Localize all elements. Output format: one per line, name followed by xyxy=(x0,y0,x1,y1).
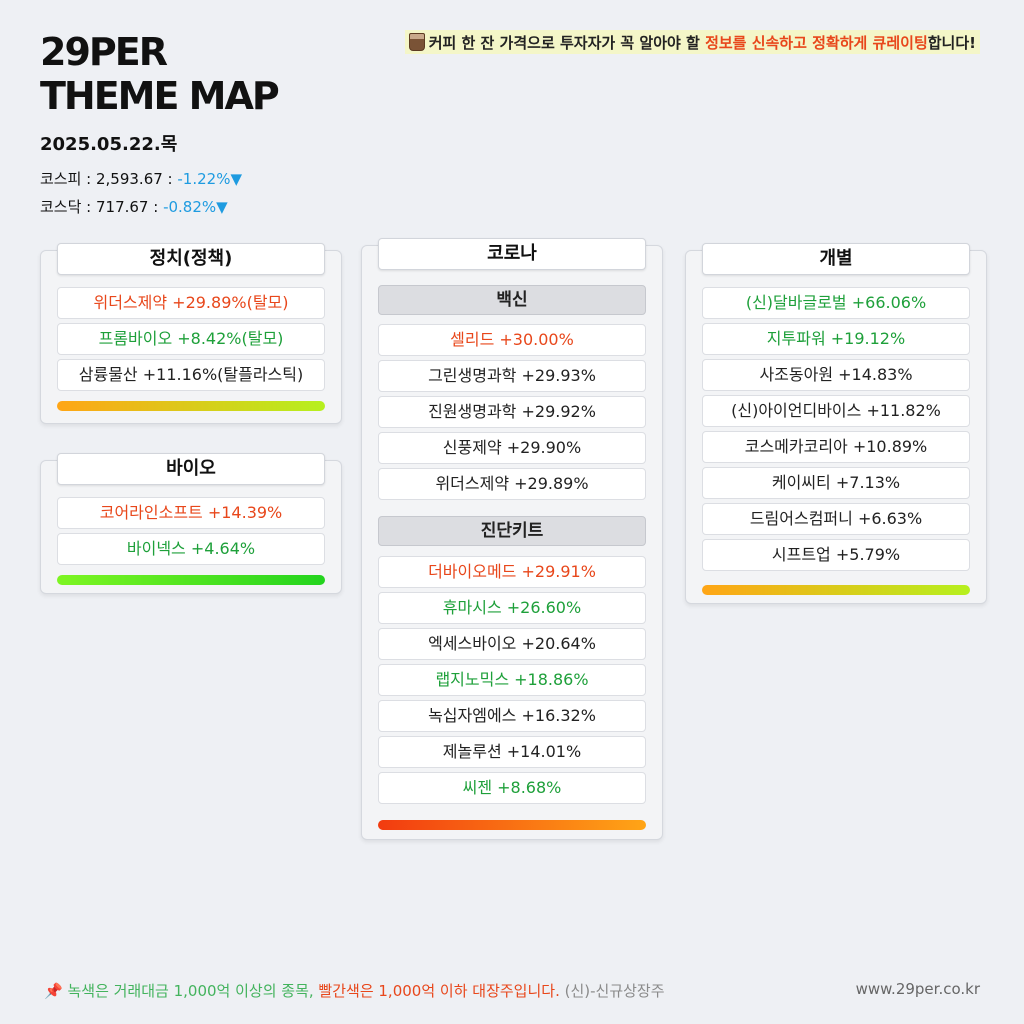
list-item: 더바이오메드 +29.91% xyxy=(378,556,646,588)
list-item: 바이넥스 +4.64% xyxy=(57,533,325,565)
list-item: 시프트업 +5.79% xyxy=(702,539,970,571)
panel-individual: 개별 (신)달바글로벌 +66.06% 지투파워 +19.12% 사조동아원 +… xyxy=(685,243,987,604)
panel-bio-bar xyxy=(57,575,325,585)
footer-legend: 📌 녹색은 거래대금 1,000억 이상의 종목, 빨간색은 1,000억 이하… xyxy=(44,980,665,1001)
report-date: 2025.05.22.목 xyxy=(40,134,178,155)
panel-politics-bar xyxy=(57,401,325,411)
brand-line-2: THEME MAP xyxy=(40,74,280,118)
tagline-part-1: 커피 한 잔 가격으로 투자자가 꼭 알아야 할 xyxy=(428,34,706,52)
list-item: 사조동아원 +14.83% xyxy=(702,359,970,391)
list-item: 코어라인소프트 +14.39% xyxy=(57,497,325,529)
legend-new-listing-note: (신)-신규상장주 xyxy=(559,982,665,1000)
pushpin-icon: 📌 xyxy=(44,982,63,1000)
list-item: 위더스제약 +29.89%(탈모) xyxy=(57,287,325,319)
list-item: 녹십자엠에스 +16.32% xyxy=(378,700,646,732)
legend-green-note: 녹색은 거래대금 1,000억 이상의 종목, xyxy=(67,982,319,1000)
list-item: 케이씨티 +7.13% xyxy=(702,467,970,499)
list-item: 위더스제약 +29.89% xyxy=(378,468,646,500)
coffee-cup-icon xyxy=(408,33,425,51)
kosdaq-label: 코스닥 : 717.67 : xyxy=(40,198,164,216)
vaccine-subtitle: 백신 xyxy=(378,285,646,315)
kospi-change: -1.22%▼ xyxy=(177,170,242,188)
panel-corona: 코로나 백신 셀리드 +30.00% 그린생명과학 +29.93% 진원생명과학… xyxy=(361,238,663,840)
list-item: 프롬바이오 +8.42%(탈모) xyxy=(57,323,325,355)
kosdaq-index: 코스닥 : 717.67 : -0.82%▼ xyxy=(40,196,228,217)
list-item: 랩지노믹스 +18.86% xyxy=(378,664,646,696)
list-item: 삼륭물산 +11.16%(탈플라스틱) xyxy=(57,359,325,391)
panel-corona-bar xyxy=(378,820,646,830)
brand-line-1: 29PER xyxy=(40,30,168,74)
test-kit-subtitle: 진단키트 xyxy=(378,516,646,546)
list-item: 휴마시스 +26.60% xyxy=(378,592,646,624)
site-link[interactable]: www.29per.co.kr xyxy=(855,980,980,998)
list-item: 제놀루션 +14.01% xyxy=(378,736,646,768)
panel-corona-title: 코로나 xyxy=(378,238,646,270)
legend-red-note: 빨간색은 1,000억 이하 대장주입니다. xyxy=(318,982,560,1000)
tagline: 커피 한 잔 가격으로 투자자가 꼭 알아야 할 정보를 신속하고 정확하게 큐… xyxy=(404,30,980,54)
kospi-label: 코스피 : 2,593.67 : xyxy=(40,170,178,188)
tagline-part-2: 합니다! xyxy=(927,34,976,52)
list-item: 진원생명과학 +29.92% xyxy=(378,396,646,428)
panel-individual-title: 개별 xyxy=(702,243,970,275)
list-item: 드림어스컴퍼니 +6.63% xyxy=(702,503,970,535)
list-item: 지투파워 +19.12% xyxy=(702,323,970,355)
list-item: 씨젠 +8.68% xyxy=(378,772,646,804)
panel-politics-title: 정치(정책) xyxy=(57,243,325,275)
list-item: 신풍제약 +29.90% xyxy=(378,432,646,464)
kosdaq-change: -0.82%▼ xyxy=(163,198,228,216)
list-item: (신)아이언디바이스 +11.82% xyxy=(702,395,970,427)
list-item: 그린생명과학 +29.93% xyxy=(378,360,646,392)
list-item: 셀리드 +30.00% xyxy=(378,324,646,356)
list-item: 엑세스바이오 +20.64% xyxy=(378,628,646,660)
tagline-highlight: 정보를 신속하고 정확하게 큐레이팅 xyxy=(705,34,928,52)
kospi-index: 코스피 : 2,593.67 : -1.22%▼ xyxy=(40,168,242,189)
panel-bio: 바이오 코어라인소프트 +14.39% 바이넥스 +4.64% xyxy=(40,453,342,594)
list-item: 코스메카코리아 +10.89% xyxy=(702,431,970,463)
panel-bio-title: 바이오 xyxy=(57,453,325,485)
panel-individual-bar xyxy=(702,585,970,595)
panel-politics: 정치(정책) 위더스제약 +29.89%(탈모) 프롬바이오 +8.42%(탈모… xyxy=(40,243,342,424)
list-item: (신)달바글로벌 +66.06% xyxy=(702,287,970,319)
brand-logo: 29PER THEME MAP xyxy=(40,30,280,118)
